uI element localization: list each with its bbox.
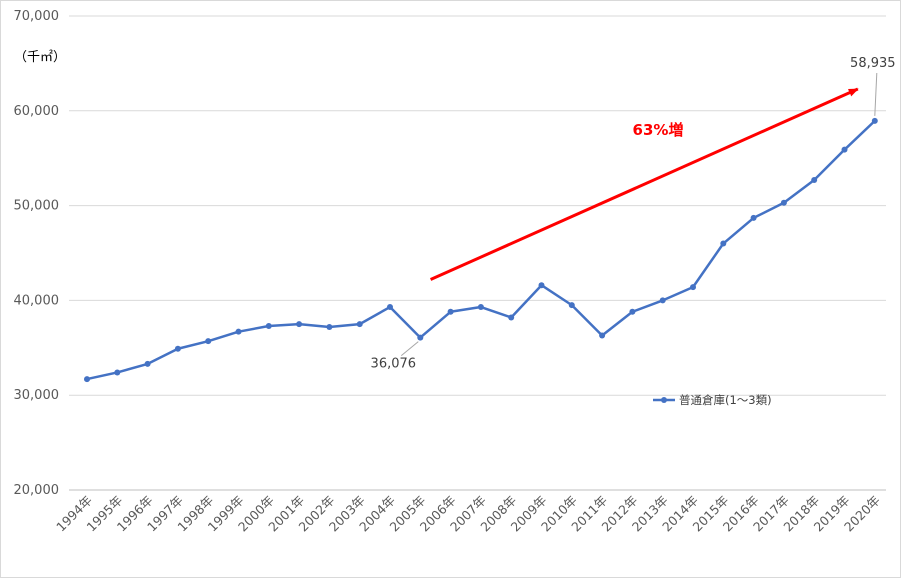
data-point bbox=[599, 332, 606, 339]
data-point bbox=[387, 304, 393, 311]
y-axis-unit-label: （千㎡） bbox=[14, 50, 66, 65]
gridlines bbox=[69, 15, 886, 491]
y-tick-label: 60,000 bbox=[14, 104, 60, 119]
y-axis: 20,000 30,000 40,000 50,000 60,000 70,000 bbox=[14, 9, 60, 498]
data-point bbox=[296, 321, 303, 328]
data-point bbox=[447, 308, 454, 315]
data-point bbox=[265, 322, 272, 329]
data-point bbox=[508, 314, 515, 321]
data-point bbox=[144, 360, 151, 367]
growth-annotation: 63%増 bbox=[633, 121, 684, 139]
data-label-leader bbox=[400, 341, 419, 356]
data-point bbox=[326, 323, 333, 330]
y-tick-label: 70,000 bbox=[14, 9, 60, 24]
data-point bbox=[417, 334, 424, 341]
legend-point-marker bbox=[661, 397, 667, 403]
x-axis: 1994年1995年1996年1997年1998年1999年2000年2001年… bbox=[53, 493, 883, 535]
data-point bbox=[720, 240, 727, 247]
series-line-path bbox=[86, 119, 876, 381]
data-label-leaders bbox=[400, 72, 878, 356]
data-point bbox=[205, 338, 212, 345]
y-tick-label: 40,000 bbox=[14, 293, 60, 308]
data-point bbox=[84, 376, 90, 383]
series-line bbox=[86, 119, 876, 381]
data-point bbox=[568, 302, 575, 309]
data-point bbox=[750, 214, 757, 221]
data-point bbox=[871, 117, 878, 124]
legend: 普通倉庫(1～3類) bbox=[653, 393, 772, 407]
growth-arrow bbox=[429, 87, 859, 281]
y-tick-label: 20,000 bbox=[14, 483, 60, 498]
data-point bbox=[780, 199, 787, 206]
data-point bbox=[659, 297, 666, 304]
data-label-leader bbox=[874, 72, 878, 116]
legend-label: 普通倉庫(1～3類) bbox=[679, 393, 772, 407]
data-point bbox=[235, 328, 242, 335]
data-label: 58,935 bbox=[850, 56, 896, 71]
data-point bbox=[538, 282, 545, 289]
data-points bbox=[84, 117, 878, 383]
data-point bbox=[114, 369, 121, 376]
data-point bbox=[841, 146, 848, 153]
data-point bbox=[629, 308, 636, 315]
data-point bbox=[174, 345, 181, 352]
data-point bbox=[356, 321, 363, 328]
data-label: 36,076 bbox=[371, 357, 417, 372]
data-point bbox=[811, 177, 818, 184]
y-tick-label: 50,000 bbox=[14, 199, 60, 214]
data-point bbox=[690, 284, 696, 291]
data-point bbox=[477, 304, 484, 311]
data-labels: 36,076 58,935 bbox=[371, 56, 896, 372]
y-tick-label: 30,000 bbox=[14, 388, 60, 403]
